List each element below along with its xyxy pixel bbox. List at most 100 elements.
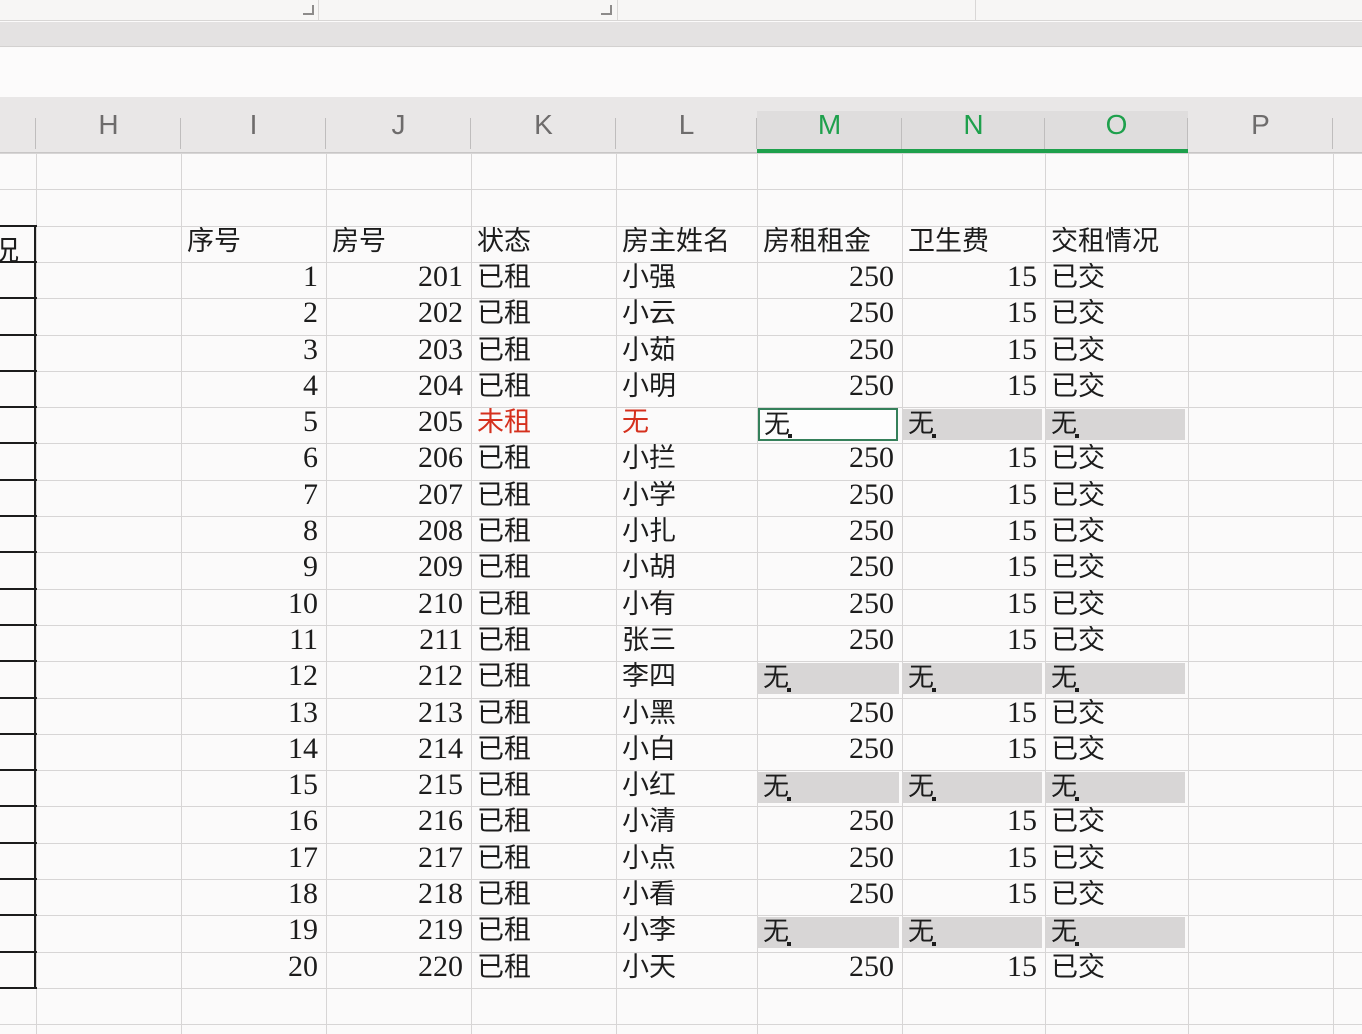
column-header-L[interactable]: L xyxy=(678,108,695,140)
cell-owner-row18[interactable]: 小看 xyxy=(622,879,676,909)
cell-room-row15[interactable]: 215 xyxy=(418,768,463,801)
cell-owner-row4[interactable]: 小明 xyxy=(622,371,676,401)
cell-rent-row12[interactable]: 无 xyxy=(757,661,902,697)
cell-fee-row2[interactable]: 15 xyxy=(1007,296,1037,329)
cell-rent-row1[interactable]: 250 xyxy=(849,260,894,293)
cell-paid-row12[interactable]: 无 xyxy=(1045,661,1188,697)
column-header-P[interactable]: P xyxy=(1251,108,1270,140)
cell-status-row14[interactable]: 已租 xyxy=(477,734,531,764)
cell-fee-row14[interactable]: 15 xyxy=(1007,732,1037,765)
cell-room-header[interactable]: 房号 xyxy=(332,226,386,256)
cell-room-row3[interactable]: 203 xyxy=(418,333,463,366)
cell-no-row8[interactable]: 8 xyxy=(303,514,318,547)
cell-status-row13[interactable]: 已租 xyxy=(477,698,531,728)
cell-no-row19[interactable]: 19 xyxy=(288,913,318,946)
cell-room-row4[interactable]: 204 xyxy=(418,369,463,402)
cell-rent-row14[interactable]: 250 xyxy=(849,732,894,765)
cell-fee-row5[interactable]: 无 xyxy=(902,407,1045,443)
cell-room-row16[interactable]: 216 xyxy=(418,804,463,837)
cell-rent-row19[interactable]: 无 xyxy=(757,915,902,951)
cell-rent-row15[interactable]: 无 xyxy=(757,770,902,806)
cell-owner-row2[interactable]: 小云 xyxy=(622,298,676,328)
cell-paid-row2[interactable]: 已交 xyxy=(1051,298,1105,328)
cell-fee-row4[interactable]: 15 xyxy=(1007,369,1037,402)
active-cell[interactable]: 无 xyxy=(758,408,898,441)
column-header-K[interactable]: K xyxy=(534,108,553,140)
cell-no-row18[interactable]: 18 xyxy=(288,877,318,910)
cell-owner-row14[interactable]: 小白 xyxy=(622,734,676,764)
cell-status-row4[interactable]: 已租 xyxy=(477,371,531,401)
cell-paid-row15[interactable]: 无 xyxy=(1045,770,1188,806)
cell-owner-row9[interactable]: 小胡 xyxy=(622,552,676,582)
cell-owner-row15[interactable]: 小红 xyxy=(622,770,676,800)
sheet-grid[interactable]: 况 序号 房号 状态 房主姓名 房租租金 卫生费 交租情况 1 201 已租 小强 250 15 已交 2 2… xyxy=(0,153,1362,1034)
cell-no-row13[interactable]: 13 xyxy=(288,696,318,729)
cell-status-row8[interactable]: 已租 xyxy=(477,516,531,546)
cell-owner-row19[interactable]: 小李 xyxy=(622,915,676,945)
cell-no-row1[interactable]: 1 xyxy=(303,260,318,293)
cell-owner-row11[interactable]: 张三 xyxy=(622,625,676,655)
cell-rent-row4[interactable]: 250 xyxy=(849,369,894,402)
cell-fee-row6[interactable]: 15 xyxy=(1007,441,1037,474)
cell-status-row6[interactable]: 已租 xyxy=(477,443,531,473)
cell-no-row17[interactable]: 17 xyxy=(288,841,318,874)
cell-paid-row19[interactable]: 无 xyxy=(1045,915,1188,951)
cell-fee-row7[interactable]: 15 xyxy=(1007,478,1037,511)
cell-rent-row7[interactable]: 250 xyxy=(849,478,894,511)
cell-no-row12[interactable]: 12 xyxy=(288,659,318,692)
cell-fee-row3[interactable]: 15 xyxy=(1007,333,1037,366)
cell-no-row14[interactable]: 14 xyxy=(288,732,318,765)
dialog-launcher-icon[interactable] xyxy=(303,5,314,15)
cell-paid-row10[interactable]: 已交 xyxy=(1051,589,1105,619)
cell-rent-row5[interactable]: 无 xyxy=(757,407,902,443)
cell-status-header[interactable]: 状态 xyxy=(477,226,531,256)
cell-rent-row17[interactable]: 250 xyxy=(849,841,894,874)
cell-room-row18[interactable]: 218 xyxy=(418,877,463,910)
cell-owner-row13[interactable]: 小黑 xyxy=(622,698,676,728)
cell-fee-row18[interactable]: 15 xyxy=(1007,877,1037,910)
cell-room-row8[interactable]: 208 xyxy=(418,514,463,547)
cell-fee-row9[interactable]: 15 xyxy=(1007,550,1037,583)
cell-room-row7[interactable]: 207 xyxy=(418,478,463,511)
cell-owner-row5[interactable]: 无 xyxy=(622,407,649,437)
cell-no-row6[interactable]: 6 xyxy=(303,441,318,474)
cell-paid-row9[interactable]: 已交 xyxy=(1051,552,1105,582)
cell-room-row5[interactable]: 205 xyxy=(418,405,463,438)
cell-room-row11[interactable]: 211 xyxy=(419,623,463,656)
cell-owner-row8[interactable]: 小扎 xyxy=(622,516,676,546)
cell-paid-row20[interactable]: 已交 xyxy=(1051,952,1105,982)
cell-status-row5[interactable]: 未租 xyxy=(477,407,531,437)
cell-status-row2[interactable]: 已租 xyxy=(477,298,531,328)
cell-owner-row1[interactable]: 小强 xyxy=(622,262,676,292)
cell-status-row10[interactable]: 已租 xyxy=(477,589,531,619)
cell-paid-row3[interactable]: 已交 xyxy=(1051,335,1105,365)
cell-owner-row16[interactable]: 小清 xyxy=(622,806,676,836)
cell-no-row2[interactable]: 2 xyxy=(303,296,318,329)
cell-fee-row16[interactable]: 15 xyxy=(1007,804,1037,837)
column-header-J[interactable]: J xyxy=(391,108,406,140)
cell-room-row17[interactable]: 217 xyxy=(418,841,463,874)
cell-status-row20[interactable]: 已租 xyxy=(477,952,531,982)
column-header-H[interactable]: H xyxy=(98,108,119,140)
cell-room-row9[interactable]: 209 xyxy=(418,550,463,583)
cell-no-header[interactable]: 序号 xyxy=(187,226,241,256)
cell-status-row3[interactable]: 已租 xyxy=(477,335,531,365)
cell-owner-row3[interactable]: 小茹 xyxy=(622,335,676,365)
cell-paid-row18[interactable]: 已交 xyxy=(1051,879,1105,909)
cell-owner-row7[interactable]: 小学 xyxy=(622,480,676,510)
cell-fee-row1[interactable]: 15 xyxy=(1007,260,1037,293)
cell-owner-row12[interactable]: 李四 xyxy=(622,661,676,691)
cell-room-row1[interactable]: 201 xyxy=(418,260,463,293)
cell-no-row10[interactable]: 10 xyxy=(288,587,318,620)
cell-fee-row13[interactable]: 15 xyxy=(1007,696,1037,729)
cell-owner-row10[interactable]: 小有 xyxy=(622,589,676,619)
cell-rent-row3[interactable]: 250 xyxy=(849,333,894,366)
cell-fee-row10[interactable]: 15 xyxy=(1007,587,1037,620)
cell-room-row10[interactable]: 210 xyxy=(418,587,463,620)
cell-paid-row4[interactable]: 已交 xyxy=(1051,371,1105,401)
dialog-launcher-icon[interactable] xyxy=(601,5,612,15)
cell-fee-row12[interactable]: 无 xyxy=(902,661,1045,697)
cell-no-row7[interactable]: 7 xyxy=(303,478,318,511)
cell-room-row6[interactable]: 206 xyxy=(418,441,463,474)
cell-rent-row10[interactable]: 250 xyxy=(849,587,894,620)
